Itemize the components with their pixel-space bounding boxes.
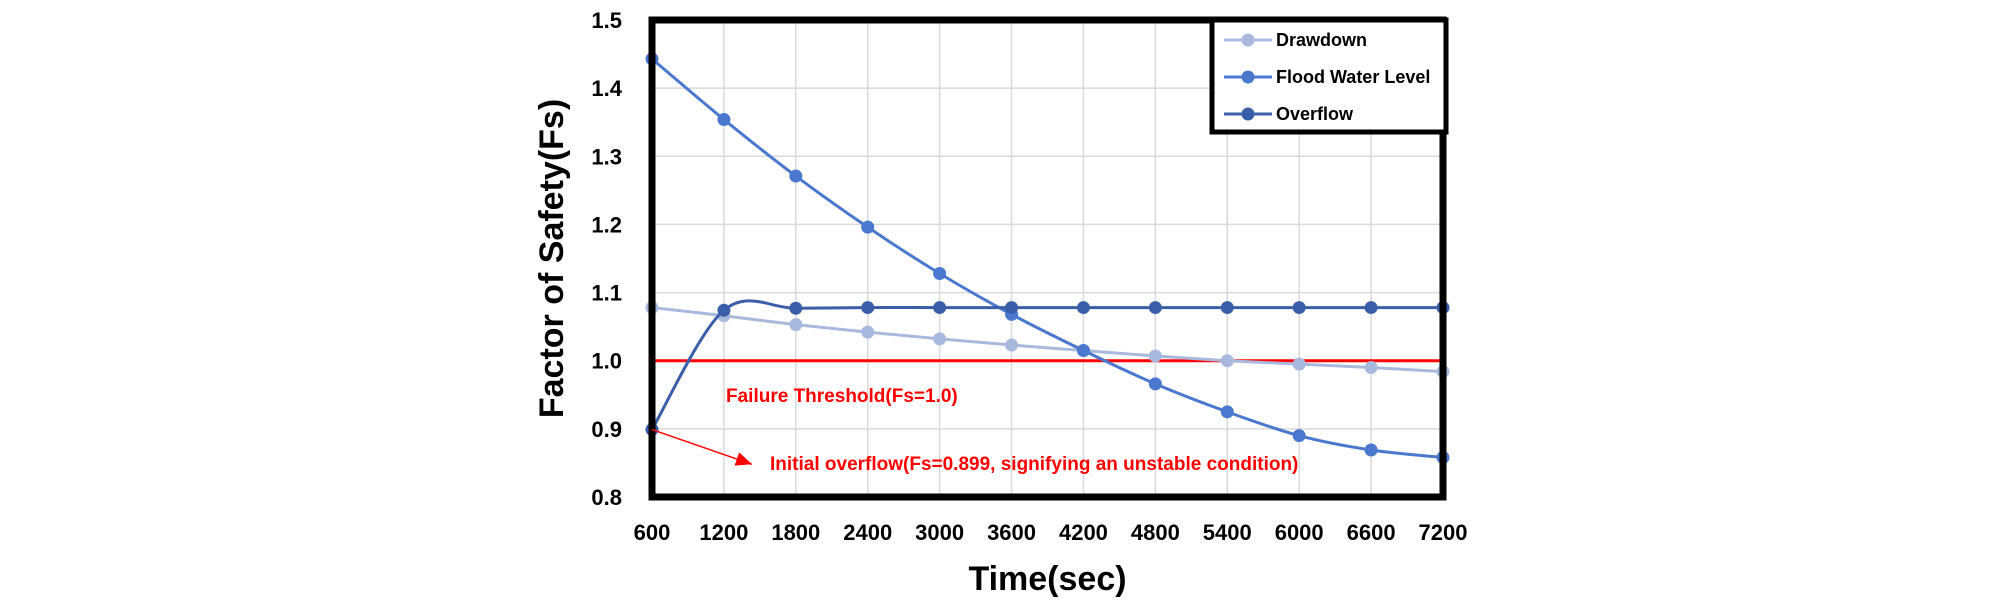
x-tick-label: 4800 — [1131, 520, 1180, 545]
data-point-overflow — [1076, 301, 1090, 315]
data-point-flood-water-level — [861, 220, 875, 234]
x-tick-label: 4200 — [1059, 520, 1108, 545]
y-axis-title: Factor of Safety(Fs) — [533, 99, 571, 418]
data-point-overflow — [1292, 301, 1306, 315]
data-point-flood-water-level — [1220, 405, 1234, 419]
legend-swatch-marker — [1241, 107, 1255, 121]
data-point-overflow — [717, 303, 731, 317]
data-point-overflow — [861, 301, 875, 315]
data-point-flood-water-level — [1076, 343, 1090, 357]
data-point-overflow — [1148, 301, 1162, 315]
data-point-drawdown — [1005, 338, 1019, 352]
data-point-flood-water-level — [1292, 429, 1306, 443]
y-axis-ticks: 0.8 0.9 1.0 1.1 1.2 1.3 1.4 1.5 — [591, 8, 622, 510]
legend-swatch-marker — [1241, 33, 1255, 47]
x-tick-label: 3600 — [987, 520, 1036, 545]
annotation-arrow — [651, 428, 753, 466]
x-tick-label: 1200 — [699, 520, 748, 545]
data-point-overflow — [1364, 301, 1378, 315]
data-point-overflow — [1005, 301, 1019, 315]
data-point-drawdown — [861, 325, 875, 339]
data-point-flood-water-level — [1364, 443, 1378, 457]
data-point-drawdown — [1364, 361, 1378, 375]
y-tick-label: 1.5 — [591, 8, 622, 33]
x-tick-label: 600 — [634, 520, 671, 545]
data-point-flood-water-level — [933, 266, 947, 280]
x-tick-label: 2400 — [843, 520, 892, 545]
legend: Drawdown Flood Water Level Overflow — [1209, 17, 1449, 135]
y-tick-label: 1.0 — [591, 349, 622, 374]
x-axis-ticks: 600 1200 1800 2400 3000 3600 4200 4800 5400 6000 6… — [634, 520, 1468, 545]
legend-item-overflow: Overflow — [1224, 104, 1354, 124]
data-point-drawdown — [1292, 357, 1306, 371]
data-point-flood-water-level — [789, 169, 803, 183]
legend-label: Drawdown — [1276, 30, 1367, 50]
y-tick-label: 0.9 — [591, 417, 622, 442]
x-tick-label: 7200 — [1419, 520, 1468, 545]
x-tick-label: 1800 — [771, 520, 820, 545]
y-tick-label: 0.8 — [591, 485, 622, 510]
series-drawdown — [645, 301, 1450, 379]
legend-item-flood-water-level: Flood Water Level — [1224, 67, 1430, 87]
data-point-flood-water-level — [717, 112, 731, 126]
y-tick-label: 1.3 — [591, 144, 622, 169]
x-tick-label: 3000 — [915, 520, 964, 545]
plot-area-frame — [648, 16, 1447, 501]
x-tick-label: 6000 — [1275, 520, 1324, 545]
series-flood-water-level — [645, 52, 1450, 464]
y-tick-label: 1.1 — [591, 281, 622, 306]
data-point-overflow — [1220, 301, 1234, 315]
data-point-overflow — [933, 301, 947, 315]
legend-label: Overflow — [1276, 104, 1354, 124]
data-point-overflow — [789, 301, 803, 315]
data-point-drawdown — [789, 318, 803, 332]
series-line-drawdown — [651, 306, 1444, 374]
legend-label: Flood Water Level — [1276, 67, 1430, 87]
legend-item-drawdown: Drawdown — [1224, 30, 1367, 50]
y-tick-label: 1.2 — [591, 212, 622, 237]
data-point-drawdown — [1220, 354, 1234, 368]
x-tick-label: 6600 — [1347, 520, 1396, 545]
x-tick-label: 5400 — [1203, 520, 1252, 545]
annotation-text: Initial overflow(Fs=0.899, signifying an… — [770, 454, 1298, 475]
data-point-drawdown — [933, 332, 947, 346]
y-tick-label: 1.4 — [591, 76, 622, 101]
x-axis-title: Time(sec) — [968, 560, 1126, 598]
legend-swatch-marker — [1241, 70, 1255, 84]
threshold-label: Failure Threshold(Fs=1.0) — [726, 386, 958, 407]
data-point-flood-water-level — [1148, 377, 1162, 391]
data-point-drawdown — [1148, 349, 1162, 363]
